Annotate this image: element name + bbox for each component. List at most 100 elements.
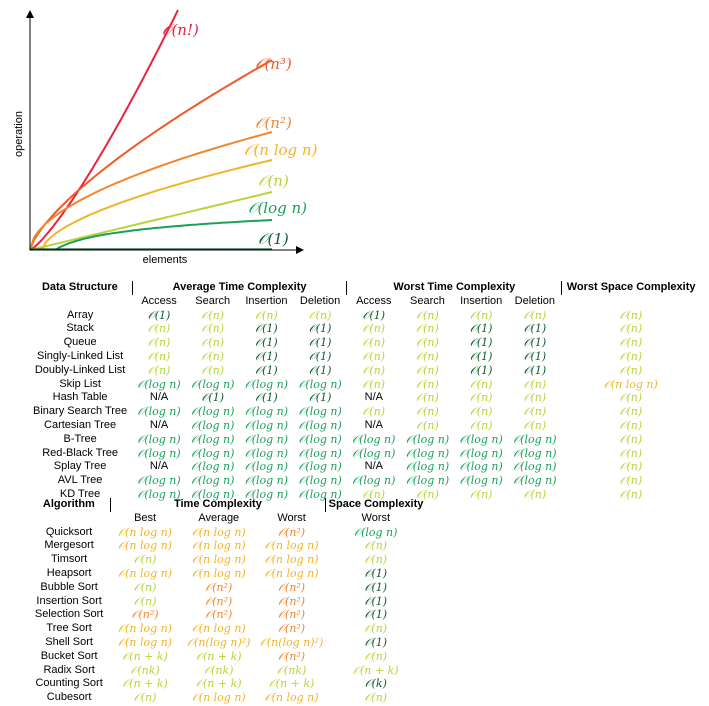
ds-row: Stack 𝒪(n) 𝒪(n) 𝒪(1) 𝒪(1) 𝒪(n) 𝒪(n) 𝒪(1) 𝒪(1) 𝒪(n… <box>28 322 700 336</box>
alg-time-cell: 𝒪(n log n) <box>191 691 246 705</box>
alg-row-name: Quicksort <box>45 525 93 538</box>
alg-row-name: Counting Sort <box>35 677 103 690</box>
alg-time-cell: 𝒪(n²) <box>278 622 306 636</box>
series-line <box>41 159 273 251</box>
alg-time-cell: 𝒪(n log n) <box>118 539 173 553</box>
ds-row-name: Red-Black Tree <box>42 446 118 459</box>
ds-avg-cell: N/A <box>149 391 169 404</box>
ds-avg-cell: 𝒪(log n) <box>244 460 289 474</box>
ds-avg-cell: 𝒪(log n) <box>191 460 235 474</box>
alg-time-cell: 𝒪(n log n) <box>264 539 319 553</box>
ds-space-cell: 𝒪(n log n) <box>603 377 658 391</box>
alg-header-algorithm: Algorithm <box>42 498 95 510</box>
ds-worst-cell: 𝒪(1) <box>523 322 547 336</box>
alg-row: Mergesort 𝒪(n log n) 𝒪(n log n) 𝒪(n log n) 𝒪… <box>28 539 426 553</box>
y-axis-label: operation <box>13 111 25 157</box>
ds-avg-cell: 𝒪(1) <box>147 308 171 322</box>
ds-avg-cell: 𝒪(1) <box>255 322 278 336</box>
alg-space-cell: 𝒪(1) <box>364 566 388 580</box>
ds-space-cell: 𝒪(n) <box>619 336 643 350</box>
ds-worst-cell: 𝒪(log n) <box>459 432 503 446</box>
alg-time-cell: 𝒪(n²) <box>278 608 306 622</box>
ds-worst-cell: 𝒪(n) <box>523 377 547 391</box>
series-label: 𝒪(n log n) <box>244 141 318 159</box>
ds-row: Array 𝒪(1) 𝒪(n) 𝒪(n) 𝒪(n) 𝒪(1) 𝒪(n) 𝒪(n) 𝒪(n) 𝒪(n… <box>28 309 700 323</box>
ds-space-cell: 𝒪(n) <box>619 432 643 446</box>
ds-avg-cell: 𝒪(log n) <box>244 418 289 432</box>
alg-space-cell: 𝒪(log n) <box>354 525 398 539</box>
alg-case-header: Average <box>198 511 240 524</box>
alg-row: Tree Sort 𝒪(n log n) 𝒪(n log n) 𝒪(n²) 𝒪(n) <box>28 622 426 636</box>
ds-avg-cell: 𝒪(log n) <box>244 377 289 391</box>
series-label: 𝒪(n³) <box>255 55 292 73</box>
ds-space-cell: 𝒪(n) <box>619 405 643 419</box>
ds-worst-cell: 𝒪(n) <box>523 391 547 405</box>
ds-worst-cell: 𝒪(n) <box>416 377 439 391</box>
alg-time-cell: 𝒪(n + k) <box>268 677 315 691</box>
ds-space-cell: 𝒪(n) <box>619 391 643 405</box>
ds-row: Doubly-Linked List 𝒪(n) 𝒪(n) 𝒪(1) 𝒪(1) 𝒪(n) 𝒪(… <box>28 364 700 378</box>
ds-row: KD Tree 𝒪(log n) 𝒪(log n) 𝒪(log n) 𝒪(log n) 𝒪… <box>28 488 700 502</box>
ds-avg-cell: 𝒪(log n) <box>244 487 289 501</box>
ds-worst-cell: 𝒪(n) <box>416 363 439 377</box>
algorithm-table: Algorithm Time Complexity Space Complexi… <box>28 498 426 705</box>
ds-avg-cell: 𝒪(log n) <box>191 432 235 446</box>
ds-avg-cell: 𝒪(log n) <box>298 377 342 391</box>
alg-time-cell: 𝒪(n log n) <box>118 525 173 539</box>
ds-row-name: Skip List <box>59 377 101 390</box>
ds-space-cell: 𝒪(n) <box>619 363 643 377</box>
ds-avg-cell: 𝒪(log n) <box>137 432 181 446</box>
ds-avg-cell: 𝒪(log n) <box>191 446 235 460</box>
ds-op-header: Search <box>195 294 231 307</box>
alg-time-cell: 𝒪(n log n) <box>191 566 246 580</box>
ds-avg-cell: 𝒪(log n) <box>191 377 235 391</box>
ds-worst-cell: 𝒪(log n) <box>459 474 503 488</box>
ds-avg-cell: 𝒪(n) <box>147 322 171 336</box>
alg-table-body: Quicksort 𝒪(n log n) 𝒪(n log n) 𝒪(n²) 𝒪(log … <box>28 526 426 705</box>
alg-space-cell: 𝒪(n) <box>364 649 388 663</box>
ds-row: Singly-Linked List 𝒪(n) 𝒪(n) 𝒪(1) 𝒪(1) 𝒪(n) 𝒪(… <box>28 350 700 364</box>
ds-avg-cell: 𝒪(log n) <box>298 432 342 446</box>
ds-avg-cell: 𝒪(n) <box>201 336 225 350</box>
ds-worst-cell: 𝒪(n) <box>362 349 386 363</box>
ds-worst-cell: 𝒪(n) <box>469 418 493 432</box>
alg-space-cell: 𝒪(1) <box>364 580 388 594</box>
alg-row-name: Heapsort <box>46 566 92 579</box>
ds-worst-cell: 𝒪(n) <box>416 349 439 363</box>
ds-row: Cartesian Tree N/A 𝒪(log n) 𝒪(log n) 𝒪(log n… <box>28 419 700 433</box>
ds-worst-cell: 𝒪(n) <box>416 322 439 336</box>
ds-op-header: Deletion <box>299 294 341 307</box>
alg-row: Radix Sort 𝒪(nk) 𝒪(nk) 𝒪(nk) 𝒪(n + k) <box>28 664 426 678</box>
alg-time-cell: 𝒪(n²) <box>131 608 159 622</box>
ds-worst-cell: 𝒪(1) <box>523 336 547 350</box>
alg-space-case-header: Worst <box>361 511 391 524</box>
curve-labels: 𝒪(n!) 𝒪(n³) 𝒪(n²) 𝒪(n log n) 𝒪(n) 𝒪(log n) 𝒪(1… <box>162 21 318 248</box>
alg-row: Timsort 𝒪(n) 𝒪(n log n) 𝒪(n log n) 𝒪(n) <box>28 553 426 567</box>
ds-row: Binary Search Tree 𝒪(log n) 𝒪(log n) 𝒪(log … <box>28 405 700 419</box>
alg-time-cell: 𝒪(n log n) <box>118 566 173 580</box>
alg-space-cell: 𝒪(1) <box>364 594 388 608</box>
ds-avg-cell: 𝒪(n) <box>147 349 171 363</box>
ds-avg-cell: 𝒪(1) <box>255 349 278 363</box>
ds-header-data-structure: Data Structure <box>41 281 118 293</box>
alg-time-cell: 𝒪(n(log n)²) <box>259 635 324 649</box>
alg-time-cell: 𝒪(n + k) <box>122 677 168 691</box>
ds-avg-cell: 𝒪(log n) <box>298 405 342 419</box>
ds-avg-cell: 𝒪(1) <box>255 363 278 377</box>
alg-space-cell: 𝒪(n + k) <box>353 663 399 677</box>
ds-row: Red-Black Tree 𝒪(log n) 𝒪(log n) 𝒪(log n) 𝒪(… <box>28 447 700 461</box>
ds-subheader-row: Access Search Insertion Deletion Access … <box>28 295 700 309</box>
ds-worst-cell: 𝒪(n) <box>523 418 547 432</box>
ds-space-cell: 𝒪(n) <box>619 322 643 336</box>
series-label: 𝒪(n) <box>258 172 289 190</box>
ds-worst-cell: 𝒪(n) <box>362 487 386 501</box>
alg-time-cell: 𝒪(nk) <box>130 663 160 677</box>
ds-row-name: Queue <box>63 336 97 349</box>
alg-row-name: Selection Sort <box>34 608 104 621</box>
ds-worst-cell: 𝒪(log n) <box>405 432 450 446</box>
ds-avg-cell: 𝒪(1) <box>308 322 332 336</box>
ds-avg-cell: 𝒪(log n) <box>244 474 289 488</box>
ds-avg-cell: 𝒪(log n) <box>298 418 342 432</box>
ds-worst-cell: 𝒪(log n) <box>459 460 503 474</box>
ds-worst-cell: 𝒪(n) <box>362 405 386 419</box>
